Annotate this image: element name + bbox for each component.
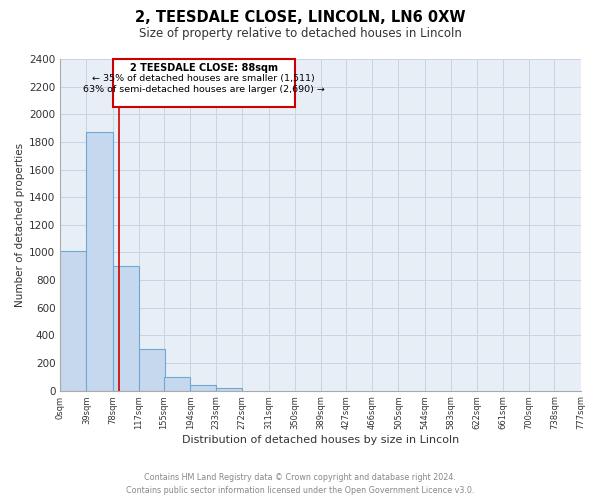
Bar [113, 266, 139, 390]
Bar [139, 349, 165, 391]
Text: ← 35% of detached houses are smaller (1,511): ← 35% of detached houses are smaller (1,… [92, 74, 315, 82]
Bar [164, 377, 190, 390]
Bar [60, 251, 86, 390]
Text: 63% of semi-detached houses are larger (2,690) →: 63% of semi-detached houses are larger (… [83, 84, 325, 94]
Text: Contains HM Land Registry data © Crown copyright and database right 2024.
Contai: Contains HM Land Registry data © Crown c… [126, 474, 474, 495]
Bar [216, 388, 242, 390]
FancyBboxPatch shape [113, 59, 295, 106]
Text: 2 TEESDALE CLOSE: 88sqm: 2 TEESDALE CLOSE: 88sqm [130, 63, 278, 73]
Bar [190, 385, 216, 390]
X-axis label: Distribution of detached houses by size in Lincoln: Distribution of detached houses by size … [182, 435, 459, 445]
Text: 2, TEESDALE CLOSE, LINCOLN, LN6 0XW: 2, TEESDALE CLOSE, LINCOLN, LN6 0XW [135, 10, 465, 25]
Bar [86, 132, 113, 390]
Text: Size of property relative to detached houses in Lincoln: Size of property relative to detached ho… [139, 28, 461, 40]
Y-axis label: Number of detached properties: Number of detached properties [15, 142, 25, 307]
